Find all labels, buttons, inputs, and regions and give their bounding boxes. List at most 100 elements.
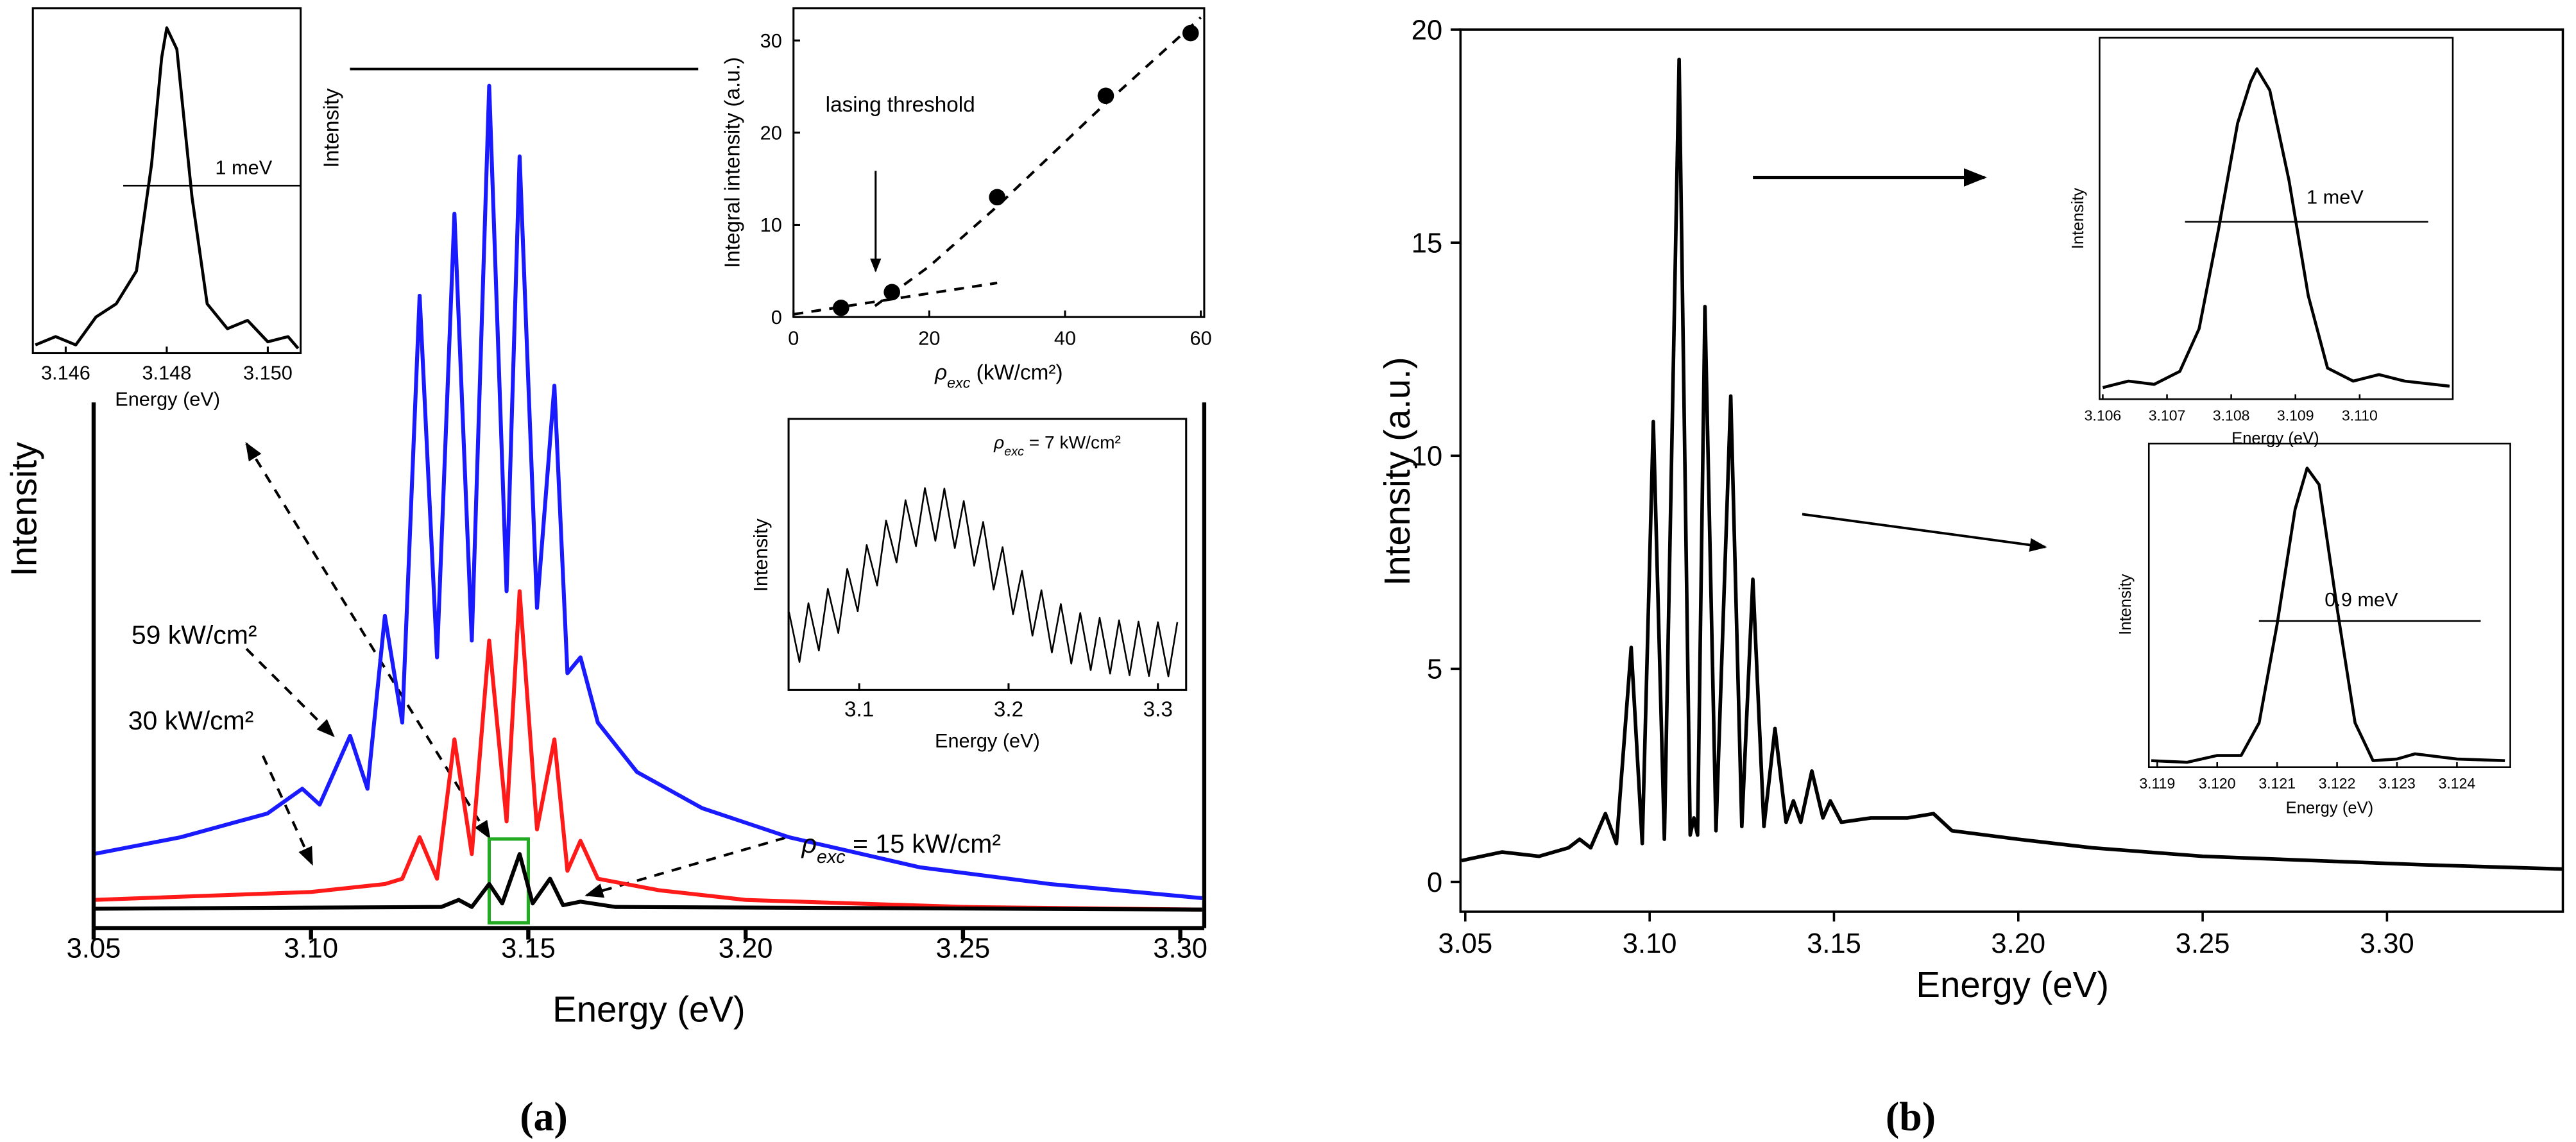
plot-area xyxy=(789,487,1179,678)
x-tick-label: 20 xyxy=(918,327,940,350)
y-tick-label: 15 xyxy=(1412,228,1442,259)
x-tick-label: 40 xyxy=(1054,327,1076,350)
x-axis-label: Energy (eV) xyxy=(2286,799,2374,817)
plot-area xyxy=(1461,57,2563,871)
x-tick-label: 3.25 xyxy=(2176,928,2230,959)
y-axis-label: Intensity xyxy=(2117,574,2135,635)
y-axis-label: Intensity xyxy=(3,441,44,577)
x-tick-label: 3.30 xyxy=(1153,933,1207,964)
y-tick-label: 0 xyxy=(1427,867,1442,898)
y-axis-label: Integral intensity (a.u.) xyxy=(721,57,744,268)
x-tick-label: 3.15 xyxy=(1807,928,1861,959)
plot-area xyxy=(2102,67,2450,389)
arrows xyxy=(123,67,2481,898)
x-tick-label: 0 xyxy=(788,327,799,350)
x-tick-label: 3.124 xyxy=(2439,775,2476,792)
inset-arrow xyxy=(1802,513,2047,552)
annotation: 0.9 meV xyxy=(2324,588,2398,611)
annotation-symbol: ρ xyxy=(801,829,817,858)
x-axis-label-text: (kW/cm²) xyxy=(970,361,1062,384)
annotation: ρexc = 7 kW/cm² xyxy=(993,432,1121,459)
data-point xyxy=(1097,87,1114,105)
x-tick-label: 3.15 xyxy=(501,933,556,964)
plot-frame xyxy=(787,418,1188,691)
data-point xyxy=(883,284,900,301)
spectrum-line xyxy=(789,487,1179,678)
label-arrow xyxy=(584,836,786,898)
y-tick-label: 0 xyxy=(771,306,782,328)
x-tick-label: 3.10 xyxy=(1623,928,1677,959)
chart: 3.146 3.148 3.150 xyxy=(31,7,302,384)
chart: 3.119 3.120 3.121 3.122 3.123 3.124 xyxy=(2139,443,2511,792)
x-tick-label: 3.146 xyxy=(41,361,90,384)
plot-area xyxy=(35,26,300,350)
chart: 0 20 40 60 0 10 20 30 xyxy=(760,7,1212,350)
y-axis-label: Intensity xyxy=(749,518,772,592)
caption: (b) xyxy=(1886,1094,1936,1139)
plot-area xyxy=(793,16,1202,316)
fit-line xyxy=(793,281,998,316)
annotation: 1 meV xyxy=(215,156,272,178)
annotation: 1 meV xyxy=(2307,185,2364,208)
annotation-text: = 7 kW/cm² xyxy=(1024,432,1121,452)
plot-area xyxy=(2151,466,2505,764)
x-tick-label: 60 xyxy=(1190,327,1212,350)
fit-line xyxy=(874,16,1202,307)
annotation-symbol: ρ xyxy=(993,432,1004,452)
chart: 3.106 3.107 3.108 3.109 3.110 xyxy=(2085,37,2454,423)
x-axis-label: Energy (eV) xyxy=(115,388,220,410)
x-tick-label: 3.109 xyxy=(2277,407,2314,423)
x-tick-label: 3.120 xyxy=(2199,775,2236,792)
annotation: 30 kW/cm² xyxy=(128,706,254,735)
x-axis-label: ρexc (kW/cm²) xyxy=(934,361,1062,391)
x-tick-label: 3.25 xyxy=(936,933,991,964)
plot-frame xyxy=(2147,443,2511,768)
y-tick-label: 30 xyxy=(760,30,782,52)
x-tick-label: 3.2 xyxy=(994,697,1023,721)
plot-frame xyxy=(792,7,1206,318)
x-tick-label: 3.108 xyxy=(2213,407,2250,423)
spectrum-line xyxy=(35,26,300,350)
y-axis-label: Intensity xyxy=(2069,188,2087,250)
x-tick-label: 3.119 xyxy=(2139,775,2175,792)
spectrum-line xyxy=(93,589,1202,912)
x-tick-label: 3.122 xyxy=(2319,775,2356,792)
label-arrow xyxy=(245,647,335,738)
x-axis-label: Energy (eV) xyxy=(2231,429,2319,447)
x-tick-label: 3.110 xyxy=(2342,407,2378,423)
plot-area xyxy=(93,83,1202,912)
y-axis-label: Intensity (a.u.) xyxy=(1377,357,1417,586)
x-tick-label: 3.10 xyxy=(284,933,338,964)
spectrum-line xyxy=(93,83,1202,900)
plot-frame xyxy=(2099,37,2454,400)
x-axis-label: Energy (eV) xyxy=(552,989,746,1030)
spectrum-line xyxy=(2102,67,2450,389)
y-tick-label: 10 xyxy=(1412,441,1442,472)
y-tick-label: 10 xyxy=(760,214,782,236)
x-tick-label: 3.106 xyxy=(2085,407,2122,423)
x-axis-label-subscript: exc xyxy=(947,374,971,391)
data-point xyxy=(833,299,849,316)
annotation: ρexc = 15 kW/cm² xyxy=(801,829,1001,867)
x-tick-label: 3.123 xyxy=(2378,775,2416,792)
data-point xyxy=(989,189,1005,206)
x-axis-label: Energy (eV) xyxy=(935,729,1040,752)
x-tick-label: 3.05 xyxy=(67,933,121,964)
x-tick-label: 3.150 xyxy=(243,361,293,384)
x-tick-label: 3.121 xyxy=(2258,775,2296,792)
x-axis-label: Energy (eV) xyxy=(1916,964,2109,1005)
spectrum-line xyxy=(93,852,1202,912)
x-tick-label: 3.148 xyxy=(142,361,191,384)
spectrum-line xyxy=(2151,466,2505,764)
chart: 3.1 3.2 3.3 xyxy=(787,418,1188,721)
x-tick-label: 3.3 xyxy=(1143,697,1173,721)
x-tick-label: 3.20 xyxy=(1991,928,2045,959)
annotation: lasing threshold xyxy=(826,93,975,117)
x-axis-label-symbol: ρ xyxy=(934,361,947,384)
x-tick-label: 3.20 xyxy=(719,933,773,964)
plot-frame xyxy=(1459,28,2564,913)
y-tick-label: 20 xyxy=(760,122,782,144)
x-tick-label: 3.107 xyxy=(2149,407,2186,423)
plot-frame xyxy=(31,7,302,355)
